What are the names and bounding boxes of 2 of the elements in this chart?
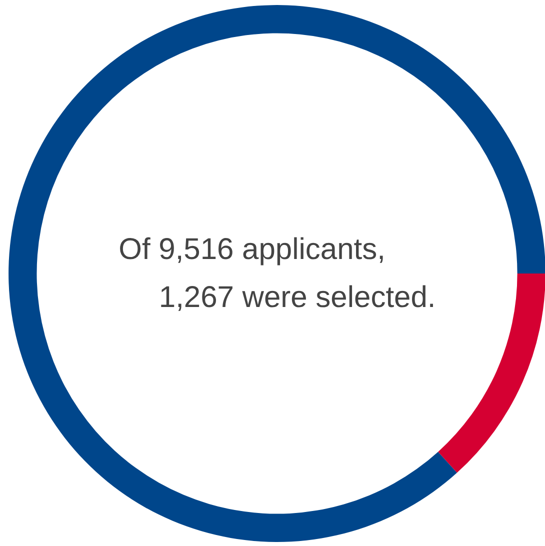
text: 1,267 were selected. (158, 281, 436, 314)
text: Of 9,516 applicants, (118, 232, 386, 266)
